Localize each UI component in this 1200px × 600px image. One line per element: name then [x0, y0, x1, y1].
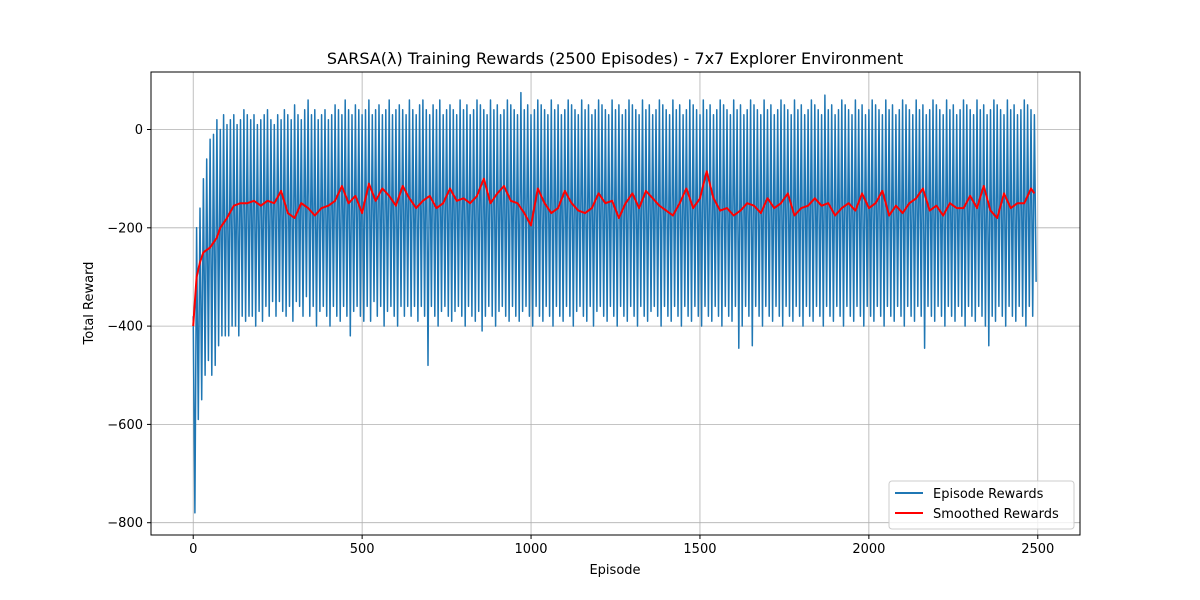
y-tick-label: 0	[135, 123, 143, 138]
axis-ticks: 0 500 1000 1500 2000 2500 −800 −600 −400 −200 0	[107, 123, 1054, 557]
y-tick-label: −800	[107, 516, 143, 531]
plot-frame	[150, 71, 1081, 536]
x-tick-label: 0	[189, 542, 197, 557]
x-axis-label: Episode	[589, 563, 640, 578]
y-axis-label: Total Reward	[82, 262, 97, 346]
series-episode-rewards-line	[192, 91, 1037, 514]
x-tick-label: 1500	[683, 542, 716, 557]
x-tick-label: 1000	[514, 542, 547, 557]
x-tick-label: 500	[350, 542, 375, 557]
series-smoothed-rewards-line	[192, 170, 1036, 327]
y-tick-label: −600	[107, 418, 143, 433]
legend-label-episode-rewards: Episode Rewards	[933, 487, 1044, 502]
legend-label-smoothed-rewards: Smoothed Rewards	[933, 507, 1059, 522]
y-tick-label: −200	[107, 221, 143, 236]
legend: Episode Rewards Smoothed Rewards	[888, 480, 1075, 530]
legend-box	[888, 480, 1075, 530]
series-lines	[192, 91, 1037, 514]
chart-title: SARSA(λ) Training Rewards (2500 Episodes…	[327, 49, 903, 68]
x-tick-label: 2000	[852, 542, 885, 557]
x-tick-label: 2500	[1021, 542, 1054, 557]
y-tick-label: −400	[107, 320, 143, 335]
